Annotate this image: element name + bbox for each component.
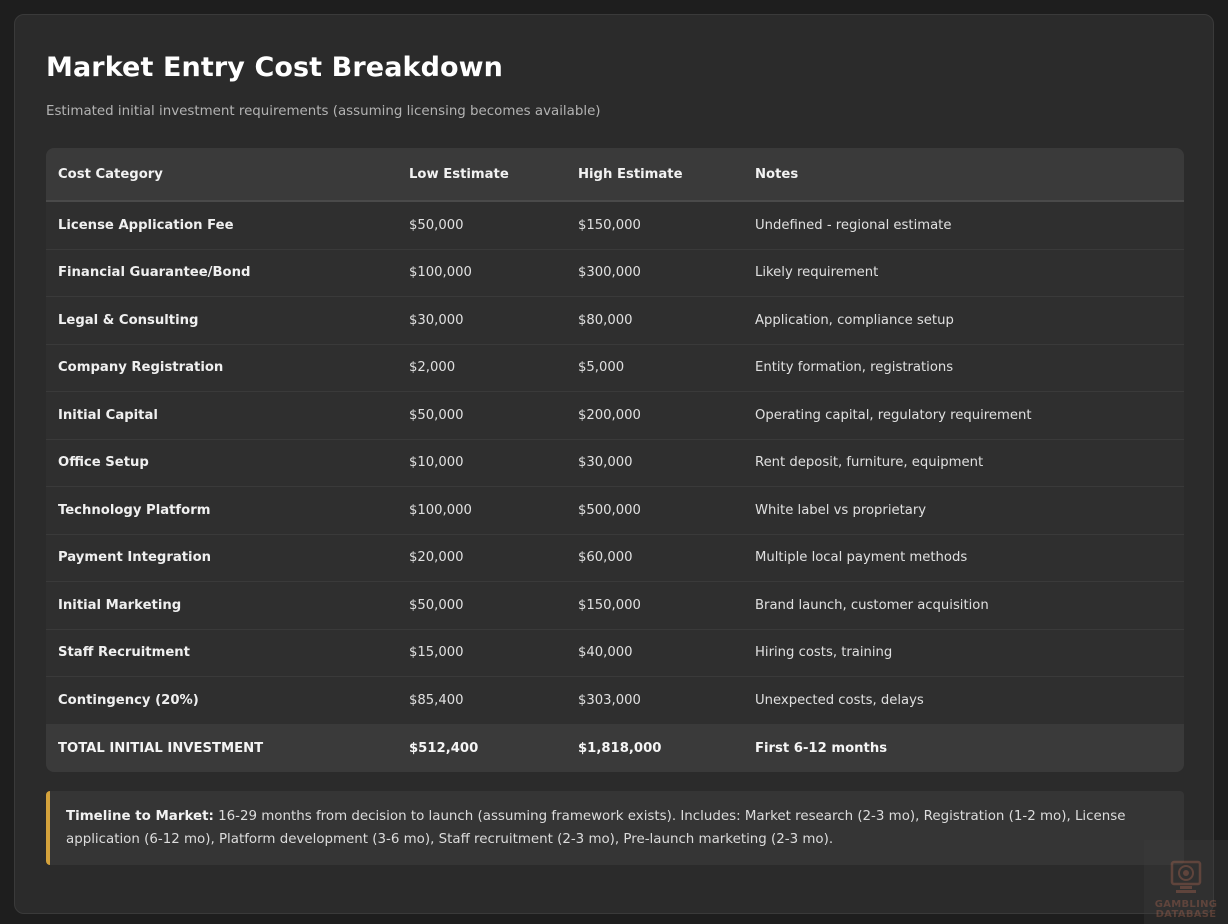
- cell-high-estimate: $30,000: [566, 439, 743, 487]
- cell-high-estimate: $150,000: [566, 201, 743, 250]
- cell-low-estimate: $15,000: [397, 629, 566, 677]
- table-row: Payment Integration $20,000 $60,000 Mult…: [46, 534, 1184, 582]
- cell-notes: Unexpected costs, delays: [743, 676, 1184, 725]
- cell-notes: Operating capital, regulatory requiremen…: [743, 391, 1184, 440]
- cell-high-estimate: $40,000: [566, 629, 743, 677]
- cell-category: Legal & Consulting: [46, 296, 397, 345]
- cell-low-estimate: $10,000: [397, 439, 566, 487]
- column-header-high-estimate: High Estimate: [566, 148, 743, 202]
- cell-category: Initial Marketing: [46, 581, 397, 630]
- total-high-estimate: $1,818,000: [566, 724, 743, 772]
- watermark-line-2: DATABASE: [1155, 909, 1217, 920]
- table-row: Legal & Consulting $30,000 $80,000 Appli…: [46, 296, 1184, 345]
- cell-low-estimate: $100,000: [397, 486, 566, 535]
- cell-low-estimate: $100,000: [397, 249, 566, 297]
- page-title: Market Entry Cost Breakdown: [46, 52, 504, 83]
- cell-low-estimate: $30,000: [397, 296, 566, 345]
- cell-notes: Application, compliance setup: [743, 296, 1184, 345]
- cell-low-estimate: $85,400: [397, 676, 566, 725]
- cell-low-estimate: $20,000: [397, 534, 566, 582]
- timeline-callout: Timeline to Market: 16-29 months from de…: [46, 791, 1184, 865]
- cell-category: Technology Platform: [46, 486, 397, 535]
- column-header-notes: Notes: [743, 148, 1184, 202]
- timeline-label: Timeline to Market:: [66, 809, 214, 824]
- timeline-text: 16-29 months from decision to launch (as…: [66, 809, 1126, 847]
- page-subtitle: Estimated initial investment requirement…: [46, 104, 601, 119]
- table-row: Initial Capital $50,000 $200,000 Operati…: [46, 391, 1184, 440]
- gambling-database-watermark: GAMBLING DATABASE: [1144, 840, 1228, 924]
- monitor-chip-icon: [1170, 860, 1202, 893]
- total-notes: First 6-12 months: [743, 724, 1184, 772]
- cost-table: Cost Category Low Estimate High Estimate…: [46, 148, 1184, 772]
- cell-notes: Brand launch, customer acquisition: [743, 581, 1184, 630]
- column-header-category: Cost Category: [46, 148, 397, 202]
- cell-category: Payment Integration: [46, 534, 397, 582]
- cost-table-container: Cost Category Low Estimate High Estimate…: [46, 148, 1184, 772]
- watermark-line-1: GAMBLING: [1154, 899, 1218, 910]
- cell-notes: Likely requirement: [743, 249, 1184, 297]
- cell-low-estimate: $2,000: [397, 344, 566, 392]
- cell-high-estimate: $150,000: [566, 581, 743, 630]
- cell-category: Contingency (20%): [46, 676, 397, 725]
- cell-high-estimate: $80,000: [566, 296, 743, 345]
- cell-category: License Application Fee: [46, 201, 397, 250]
- total-row: TOTAL INITIAL INVESTMENT $512,400 $1,818…: [46, 724, 1184, 772]
- cell-low-estimate: $50,000: [397, 581, 566, 630]
- cell-notes: Hiring costs, training: [743, 629, 1184, 677]
- table-row: Company Registration $2,000 $5,000 Entit…: [46, 344, 1184, 392]
- cell-high-estimate: $500,000: [566, 486, 743, 535]
- total-category: TOTAL INITIAL INVESTMENT: [46, 724, 397, 772]
- table-row: Financial Guarantee/Bond $100,000 $300,0…: [46, 249, 1184, 297]
- cell-notes: Rent deposit, furniture, equipment: [743, 439, 1184, 487]
- table-row: Technology Platform $100,000 $500,000 Wh…: [46, 486, 1184, 535]
- cell-category: Company Registration: [46, 344, 397, 392]
- table-row: Initial Marketing $50,000 $150,000 Brand…: [46, 581, 1184, 630]
- cell-category: Initial Capital: [46, 391, 397, 440]
- cell-notes: Undefined - regional estimate: [743, 201, 1184, 250]
- cell-category: Financial Guarantee/Bond: [46, 249, 397, 297]
- cell-notes: Entity formation, registrations: [743, 344, 1184, 392]
- total-low-estimate: $512,400: [397, 724, 566, 772]
- cell-notes: White label vs proprietary: [743, 486, 1184, 535]
- table-row: Office Setup $10,000 $30,000 Rent deposi…: [46, 439, 1184, 487]
- table-row: License Application Fee $50,000 $150,000…: [46, 201, 1184, 250]
- cell-high-estimate: $300,000: [566, 249, 743, 297]
- table-row: Contingency (20%) $85,400 $303,000 Unexp…: [46, 676, 1184, 725]
- cell-high-estimate: $303,000: [566, 676, 743, 725]
- cell-notes: Multiple local payment methods: [743, 534, 1184, 582]
- column-header-low-estimate: Low Estimate: [397, 148, 566, 202]
- cell-low-estimate: $50,000: [397, 391, 566, 440]
- cell-category: Office Setup: [46, 439, 397, 487]
- cell-category: Staff Recruitment: [46, 629, 397, 677]
- cell-high-estimate: $200,000: [566, 391, 743, 440]
- table-row: Staff Recruitment $15,000 $40,000 Hiring…: [46, 629, 1184, 677]
- cell-high-estimate: $60,000: [566, 534, 743, 582]
- table-header-row: Cost Category Low Estimate High Estimate…: [46, 148, 1184, 202]
- cell-low-estimate: $50,000: [397, 201, 566, 250]
- cost-breakdown-card: Market Entry Cost Breakdown Estimated in…: [14, 14, 1214, 914]
- cell-high-estimate: $5,000: [566, 344, 743, 392]
